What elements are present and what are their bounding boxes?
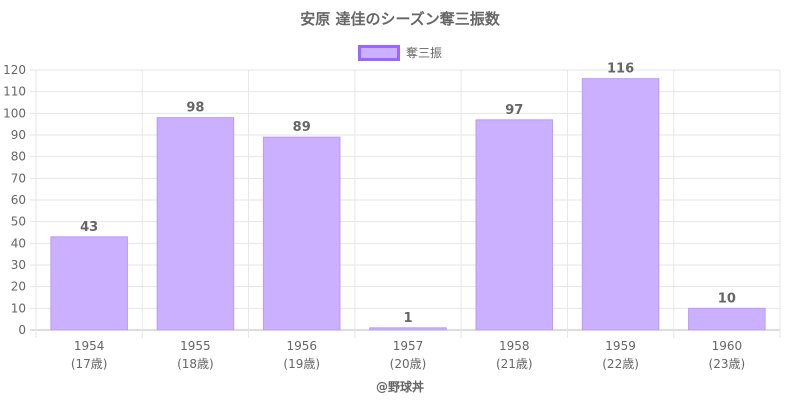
y-tick-label: 10 xyxy=(11,301,26,315)
y-tick-label: 0 xyxy=(18,323,26,337)
x-tick-sublabel: (17歳) xyxy=(71,357,108,371)
y-tick-label: 100 xyxy=(3,106,26,120)
x-tick-sublabel: (18歳) xyxy=(177,357,214,371)
y-tick-label: 70 xyxy=(11,171,26,185)
x-tick-label: 1954 xyxy=(74,339,105,353)
y-tick-label: 80 xyxy=(11,150,26,164)
legend-swatch xyxy=(357,44,400,61)
x-tick-sublabel: (20歳) xyxy=(390,357,427,371)
x-tick-sublabel: (21歳) xyxy=(496,357,533,371)
x-tick-sublabel: (19歳) xyxy=(283,357,320,371)
credit: @野球丼 xyxy=(375,380,424,394)
bar xyxy=(581,78,660,331)
x-tick-label: 1956 xyxy=(286,339,317,353)
y-tick-label: 20 xyxy=(11,280,26,294)
data-label: 116 xyxy=(607,62,634,77)
data-label: 1 xyxy=(403,311,412,326)
bar xyxy=(50,236,128,331)
bar xyxy=(156,117,235,331)
bar xyxy=(369,327,447,331)
data-label: 98 xyxy=(186,101,204,116)
legend-label: 奪三振 xyxy=(405,46,442,60)
data-label: 97 xyxy=(505,103,523,118)
y-tick-label: 30 xyxy=(11,258,26,272)
y-tick-label: 110 xyxy=(3,85,26,99)
x-tick-label: 1957 xyxy=(393,339,424,353)
x-tick-label: 1955 xyxy=(180,339,211,353)
x-tick-label: 1959 xyxy=(605,339,636,353)
x-tick-sublabel: (22歳) xyxy=(602,357,639,371)
legend[interactable]: 奪三振 xyxy=(0,44,800,61)
data-label: 43 xyxy=(80,220,98,235)
bar xyxy=(475,119,554,331)
x-tick-label: 1958 xyxy=(499,339,530,353)
bar xyxy=(688,307,766,331)
y-tick-label: 60 xyxy=(11,193,26,207)
x-tick-label: 1960 xyxy=(712,339,743,353)
y-tick-label: 40 xyxy=(11,236,26,250)
data-label: 89 xyxy=(293,120,311,135)
bar xyxy=(262,136,341,331)
y-tick-label: 50 xyxy=(11,215,26,229)
data-label: 10 xyxy=(718,291,736,306)
y-tick-label: 90 xyxy=(11,128,26,142)
x-tick-sublabel: (23歳) xyxy=(709,357,746,371)
chart-title: 安原 達佳のシーズン奪三振数 xyxy=(300,10,500,28)
y-tick-label: 120 xyxy=(3,63,26,77)
